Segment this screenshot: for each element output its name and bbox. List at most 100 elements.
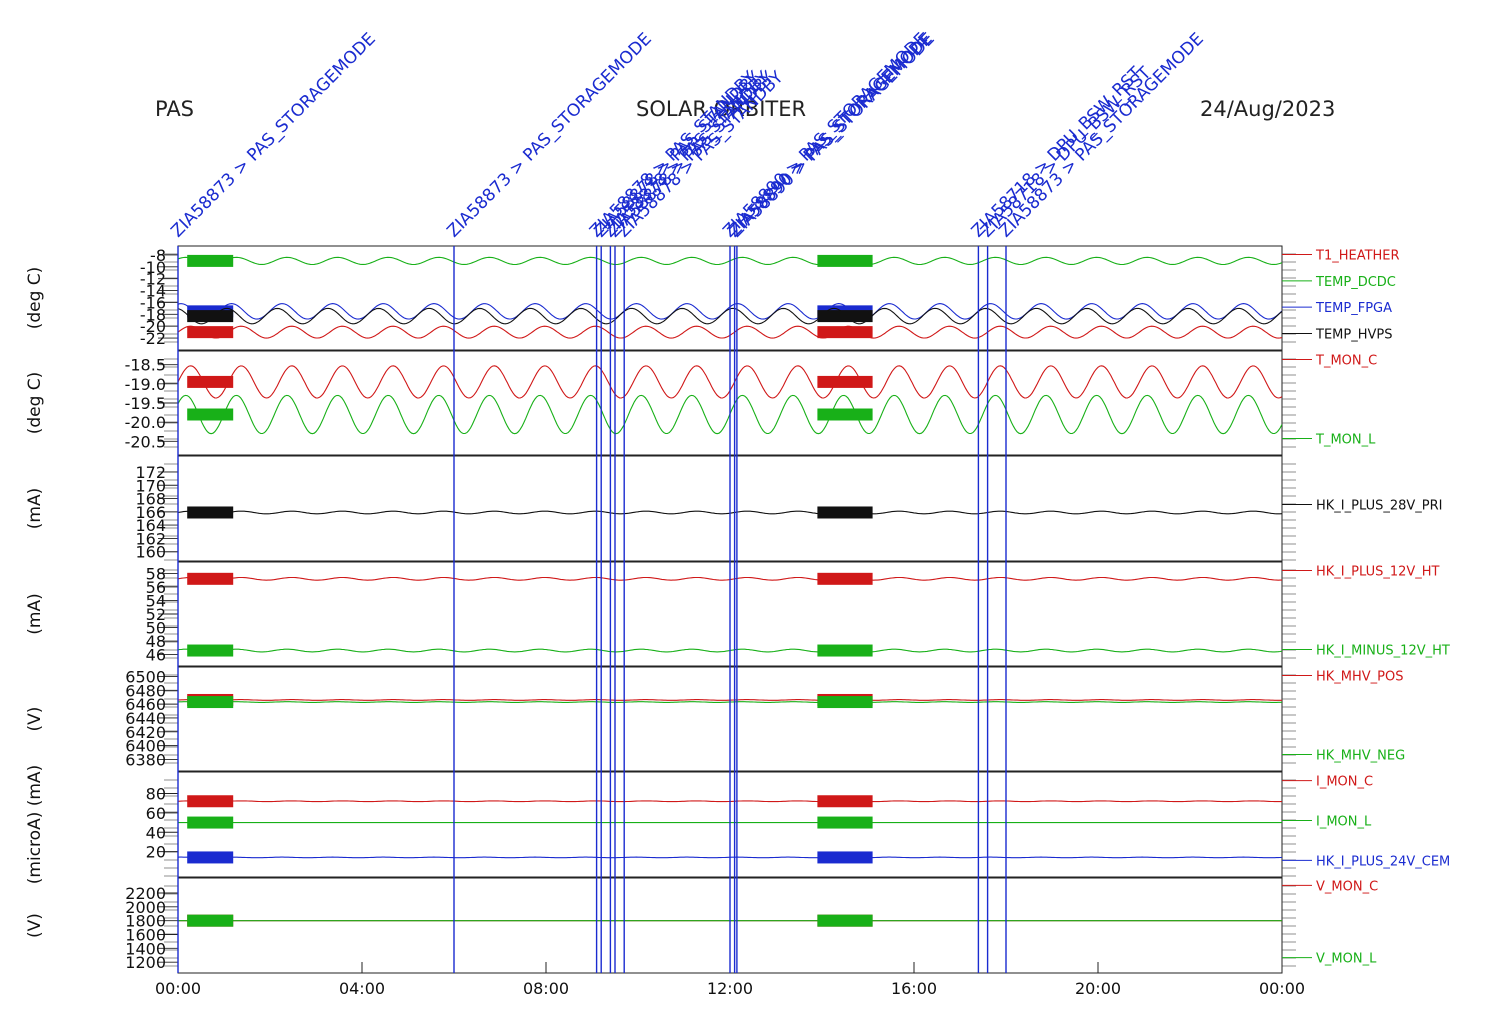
y-tick-label: 168 xyxy=(135,490,166,509)
legend-label: TEMP_DCDC xyxy=(1315,275,1396,290)
y-tick-label: 6420 xyxy=(125,723,166,742)
y-axis-label: (mA) xyxy=(25,593,45,634)
legend-label: V_MON_C xyxy=(1316,879,1378,894)
y-tick-label: 6460 xyxy=(125,695,166,714)
y-tick-label: 160 xyxy=(135,543,166,562)
series-burst xyxy=(817,816,873,829)
x-tick-label: 00:00 xyxy=(155,979,201,998)
legend-label: HK_I_PLUS_12V_HT xyxy=(1316,564,1440,579)
y-tick-label: 20 xyxy=(146,843,166,862)
event-label: ZIA58873 > PAS_STORAGEMODE xyxy=(167,29,379,241)
series-burst xyxy=(817,408,873,421)
y-tick-label: -10 xyxy=(140,258,166,277)
x-tick-label: 20:00 xyxy=(1075,979,1121,998)
y-tick-label: -16 xyxy=(140,293,166,312)
legend-label: HK_MHV_POS xyxy=(1316,669,1404,684)
series-burst xyxy=(187,506,234,519)
y-tick-label: 56 xyxy=(146,578,166,597)
series-burst xyxy=(817,572,873,585)
series-burst xyxy=(817,914,873,927)
series-burst xyxy=(187,326,234,339)
legend-label: I_MON_C xyxy=(1316,775,1373,790)
x-tick-label: 12:00 xyxy=(707,979,753,998)
y-tick-label: -18.5 xyxy=(125,356,166,375)
event-label: ZIA58873 > PAS_STORAGEMODE xyxy=(995,29,1207,241)
event-label: ZIA58890 > PAS_STORAGEMODE xyxy=(726,29,938,241)
series-burst xyxy=(187,851,234,864)
y-tick-label: 6380 xyxy=(125,750,166,769)
instrument-name: PAS xyxy=(155,97,194,121)
series-burst xyxy=(817,795,873,808)
y-tick-label: 172 xyxy=(135,463,166,482)
series-burst xyxy=(817,375,873,388)
y-tick-label: -20 xyxy=(140,317,166,336)
y-tick-label: 48 xyxy=(146,632,166,651)
series-burst xyxy=(187,914,234,927)
y-tick-label: 1600 xyxy=(125,925,166,944)
series-burst xyxy=(187,408,234,421)
y-tick-label: -8 xyxy=(150,246,166,265)
y-tick-label: -12 xyxy=(140,270,166,289)
y-tick-label: 40 xyxy=(146,823,166,842)
series-burst xyxy=(187,375,234,388)
y-tick-label: 166 xyxy=(135,503,166,522)
x-tick-label: 00:00 xyxy=(1259,979,1305,998)
legend-label: TEMP_HVPS xyxy=(1315,328,1392,343)
date-label: 24/Aug/2023 xyxy=(1200,97,1335,121)
legend-label: I_MON_L xyxy=(1316,815,1372,830)
legend-label: HK_I_MINUS_12V_HT xyxy=(1316,644,1450,659)
y-tick-label: 164 xyxy=(135,516,166,535)
y-axis-label: (deg C) xyxy=(25,267,45,330)
legend-label: TEMP_FPGA xyxy=(1315,301,1392,316)
series-burst xyxy=(187,696,234,709)
y-tick-label: -19.0 xyxy=(125,375,166,394)
y-tick-label: -18 xyxy=(140,305,166,324)
y-tick-label: 162 xyxy=(135,529,166,548)
series-burst xyxy=(187,644,234,657)
y-tick-label: 6480 xyxy=(125,681,166,700)
panel-2: -18.5-19.0-19.5-20.0-20.5 (deg C) T_MON_C T… xyxy=(25,350,1377,456)
x-tick-label: 16:00 xyxy=(891,979,937,998)
mission-name: SOLAR ORBITER xyxy=(636,97,806,121)
y-tick-label: 1200 xyxy=(125,953,166,972)
y-tick-label: -22 xyxy=(140,329,166,348)
y-tick-label: -20.0 xyxy=(125,413,166,432)
y-axis-label: (mA) xyxy=(25,488,45,529)
y-tick-label: -20.5 xyxy=(125,432,166,451)
y-tick-label: 170 xyxy=(135,476,166,495)
legend-label: HK_MHV_NEG xyxy=(1316,749,1405,764)
series-burst xyxy=(187,572,234,585)
y-tick-label: 1800 xyxy=(125,912,166,931)
y-axis-label: (deg C) xyxy=(25,372,45,435)
legend-label: V_MON_L xyxy=(1316,952,1377,967)
series-burst xyxy=(187,816,234,829)
series-burst xyxy=(187,254,234,267)
y-axis-label: (V) xyxy=(25,707,45,732)
series-burst xyxy=(187,310,234,323)
legend-label: T1_HEATHER xyxy=(1315,248,1400,263)
series-burst xyxy=(817,326,873,339)
y-axis-label: (V) xyxy=(25,913,45,938)
y-axis-label: (microA) (mA) xyxy=(25,765,45,884)
y-tick-label: -19.5 xyxy=(125,394,166,413)
legend-label: T_MON_C xyxy=(1315,353,1377,368)
y-tick-label: 60 xyxy=(146,804,166,823)
series-burst xyxy=(817,851,873,864)
y-tick-label: 52 xyxy=(146,605,166,624)
y-tick-label: 6400 xyxy=(125,737,166,756)
y-tick-label: 2000 xyxy=(125,898,166,917)
event-label: ZIA58718 > DPU_BSW_RST xyxy=(977,63,1156,242)
y-tick-label: 54 xyxy=(146,591,166,610)
y-tick-label: 1400 xyxy=(125,939,166,958)
x-tick-label: 08:00 xyxy=(523,979,569,998)
y-tick-label: 6440 xyxy=(125,709,166,728)
legend-label: T_MON_L xyxy=(1315,433,1376,448)
series-burst xyxy=(817,506,873,519)
series-burst xyxy=(817,310,873,323)
y-tick-label: 46 xyxy=(146,646,166,665)
